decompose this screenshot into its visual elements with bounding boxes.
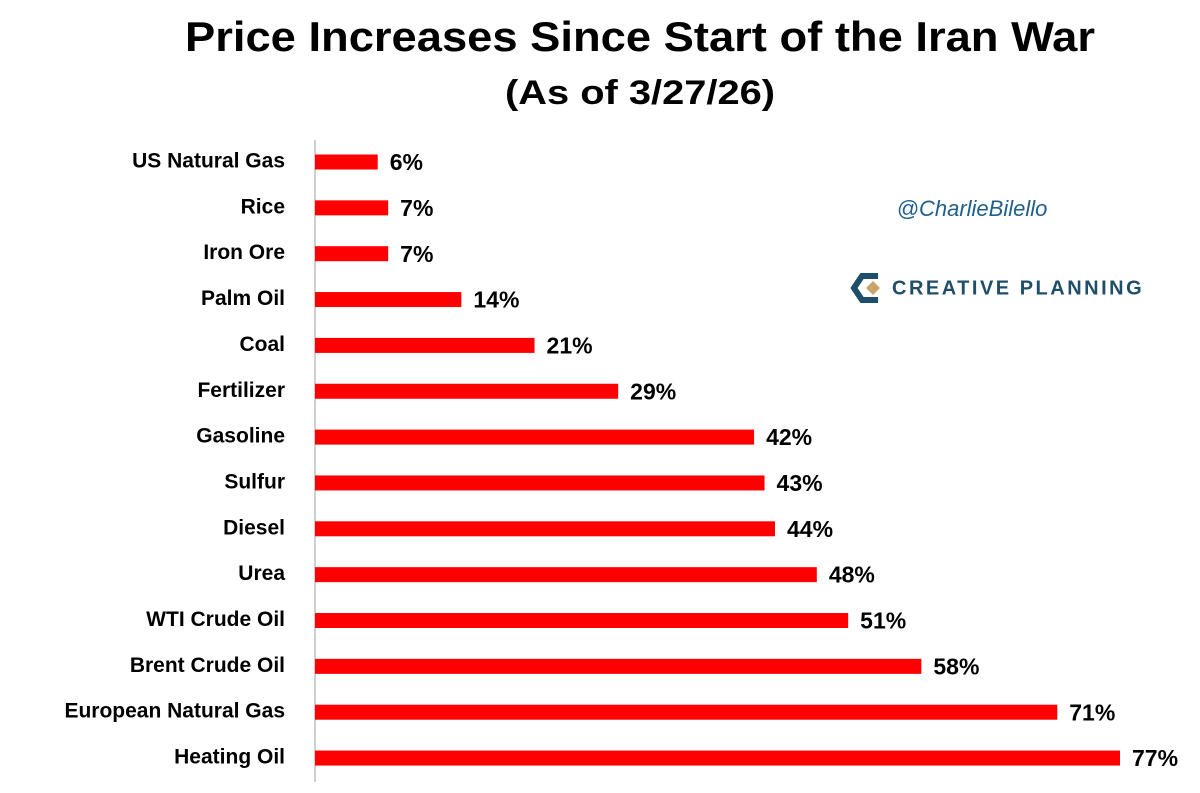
value-label: 42% bbox=[766, 424, 812, 450]
bar bbox=[315, 383, 619, 399]
logo-icon bbox=[850, 273, 880, 303]
y-tick-label: Gasoline bbox=[196, 425, 285, 448]
logo-text: CREATIVE PLANNING bbox=[892, 277, 1144, 299]
value-label: 44% bbox=[787, 516, 833, 542]
y-tick-label: WTI Crude Oil bbox=[146, 608, 285, 631]
y-tick-label: European Natural Gas bbox=[64, 700, 285, 723]
bar bbox=[315, 475, 765, 491]
bar bbox=[315, 613, 849, 628]
value-label: 77% bbox=[1132, 745, 1178, 771]
y-tick-label: Coal bbox=[239, 333, 285, 356]
y-tick-label: Palm Oil bbox=[201, 287, 285, 310]
value-label: 51% bbox=[860, 608, 906, 634]
y-tick-label: Diesel bbox=[223, 516, 285, 539]
y-tick-label: Iron Ore bbox=[203, 241, 285, 264]
y-tick-label: Fertilizer bbox=[197, 379, 285, 402]
value-label: 21% bbox=[547, 332, 593, 358]
bar bbox=[315, 750, 1120, 766]
value-label: 29% bbox=[630, 378, 676, 404]
y-tick-label: Rice bbox=[241, 195, 285, 218]
value-label: 7% bbox=[400, 241, 433, 267]
bar bbox=[315, 704, 1058, 720]
value-label: 14% bbox=[473, 287, 519, 313]
y-tick-label: Heating Oil bbox=[174, 746, 285, 769]
bar bbox=[315, 567, 817, 583]
handle-annotation: @CharlieBilello bbox=[897, 196, 1048, 221]
value-label: 6% bbox=[390, 149, 423, 175]
bar bbox=[315, 521, 775, 537]
bar bbox=[315, 246, 389, 262]
value-label: 7% bbox=[400, 195, 433, 221]
bar bbox=[315, 200, 389, 216]
y-tick-label: Sulfur bbox=[224, 470, 285, 493]
value-label: 71% bbox=[1069, 699, 1115, 725]
bar bbox=[315, 292, 462, 308]
value-label: 48% bbox=[829, 562, 875, 588]
bar bbox=[315, 337, 535, 353]
bar bbox=[315, 658, 922, 674]
chart-title: Price Increases Since Start of the Iran … bbox=[185, 13, 1095, 60]
value-label: 43% bbox=[777, 470, 823, 496]
y-tick-label: Brent Crude Oil bbox=[130, 654, 285, 677]
value-label: 58% bbox=[933, 653, 979, 679]
bar bbox=[315, 154, 378, 170]
y-tick-label: Urea bbox=[238, 562, 285, 585]
chart-subtitle: (As of 3/27/26) bbox=[505, 74, 775, 112]
y-tick-label: US Natural Gas bbox=[132, 150, 285, 173]
bar bbox=[315, 429, 755, 445]
